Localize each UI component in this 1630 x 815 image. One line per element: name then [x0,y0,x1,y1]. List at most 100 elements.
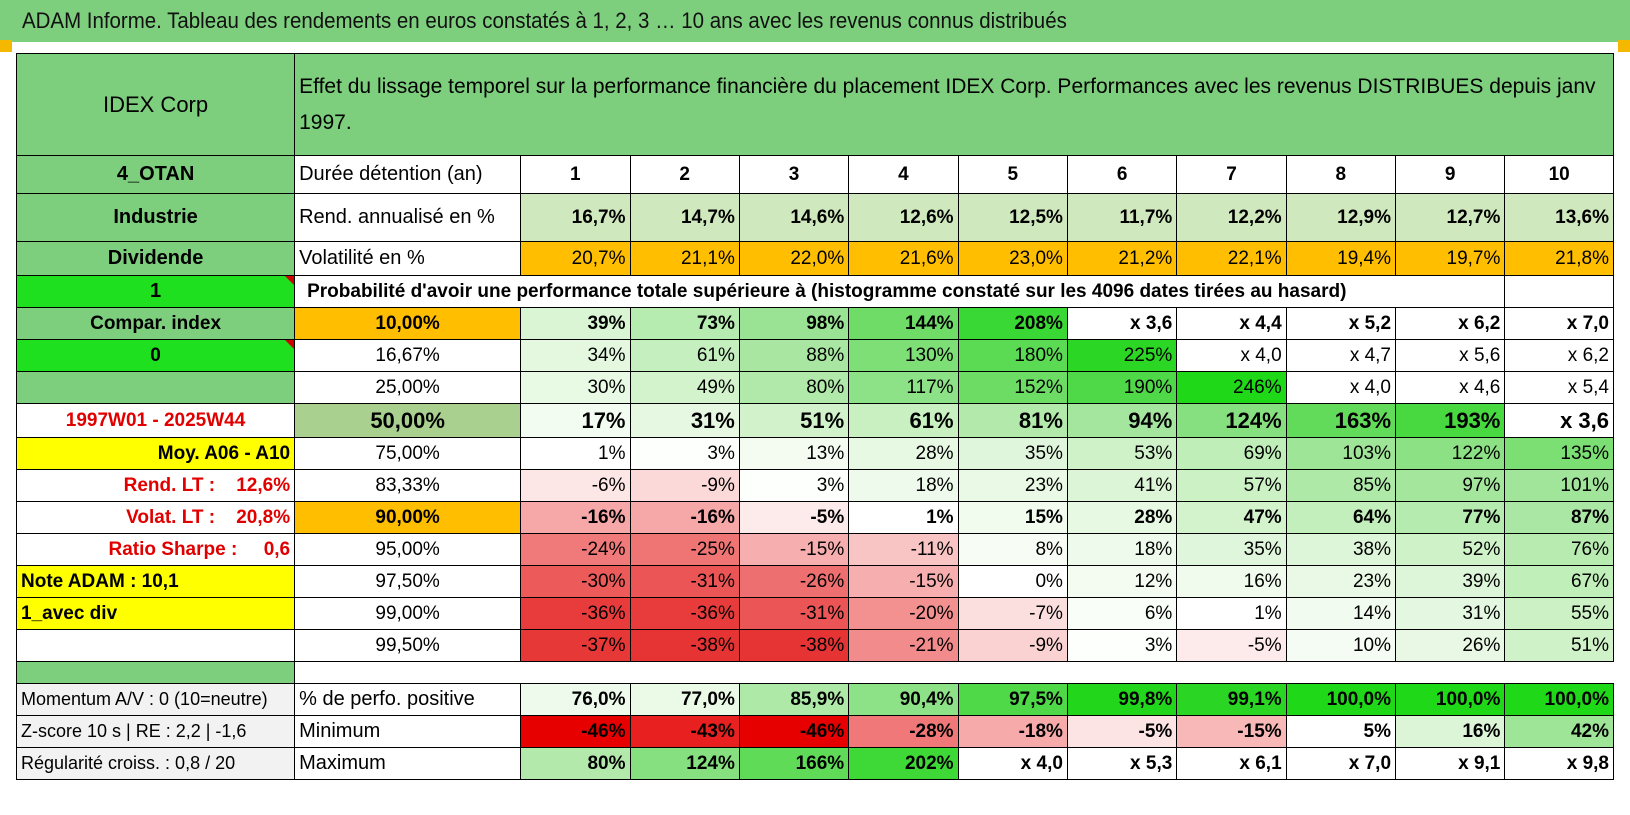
stats-metric: Minimum [294,715,522,748]
value-cell: -46% [520,715,631,748]
company-name: IDEX Corp [15,53,296,156]
report-title-bar: ADAM Informe. Tableau des rendements en … [0,0,1630,42]
row-label: Moy. A06 - A10 [15,437,296,470]
row-metric: Volatilité en % [294,241,522,276]
stats-metric: % de perfo. positive [294,683,522,716]
value-cell: 85% [1285,469,1397,502]
performance-table: IDEX Corp Effet du lissage temporel sur … [15,53,1614,780]
value-cell: 77,0% [629,683,740,716]
value-cell: -38% [738,629,850,662]
row-label [15,371,296,404]
value-cell: 19,4% [1285,241,1397,276]
value-cell: x 3,6 [1066,307,1178,340]
probability-row: Ratio Sharpe : 0,6 95,00% -24% -25% -15% -11%… [15,533,1614,566]
probability-row: Volat. LT : 20,8% 90,00% -16% -16% -5% 1% 15% 2… [15,501,1614,534]
value-cell: 10 [1504,155,1614,194]
value-cell: 28% [1066,501,1178,534]
value-cell: -7% [957,597,1068,630]
value-cell: 97% [1395,469,1506,502]
value-cell: 23% [957,469,1068,502]
probability-row: Rend. LT : 12,6% 83,33% -6% -9% 3% 18% 23% 41% 5… [15,469,1614,502]
value-cell: 14,6% [738,193,850,242]
empty-cell [1504,275,1614,308]
value-cell: -5% [1066,715,1178,748]
value-cell: -28% [848,715,959,748]
threshold-cell: 99,50% [294,629,522,662]
value-cell: 87% [1504,501,1614,534]
value-cell: 12,9% [1285,193,1397,242]
value-cell: 30% [520,371,631,404]
row-label: Rend. LT : 12,6% [15,469,296,502]
value-cell: 202% [848,747,959,780]
value-cell: -18% [957,715,1068,748]
value-cell: 163% [1285,403,1397,438]
value-cell: x 4,0 [1176,339,1287,372]
value-cell: 6 [1066,155,1178,194]
value-cell: 124% [629,747,740,780]
value-cell: 51% [1504,629,1614,662]
value-cell: 13,6% [1504,193,1614,242]
value-cell: -25% [629,533,740,566]
value-cell: -38% [629,629,740,662]
row-label: 1_avec div [15,597,296,630]
value-cell: 135% [1504,437,1614,470]
value-cell: 3 [738,155,850,194]
value-cell: -15% [1176,715,1287,748]
stats-metric: Maximum [294,747,522,780]
value-cell: 61% [848,403,959,438]
stats-row: Régularité croiss. : 0,8 / 20 Maximum 80% 1… [15,747,1614,780]
value-cell: 100,0% [1285,683,1397,716]
value-cell: 98% [738,307,850,340]
spacer-row [15,661,1614,684]
value-cell: -6% [520,469,631,502]
value-cell: -37% [520,629,631,662]
value-cell: 225% [1066,339,1178,372]
value-cell: 23,0% [957,241,1068,276]
value-cell: 31% [629,403,740,438]
value-cell: 21,1% [629,241,740,276]
stats-label: Z-score 10 s | RE : 2,2 | -1,6 [15,715,296,748]
value-cell: 12,7% [1395,193,1506,242]
value-cell: -5% [1176,629,1287,662]
threshold-cell: 16,67% [294,339,522,372]
value-cell: 39% [1395,565,1506,598]
probability-title: Probabilité d'avoir une performance tota… [294,275,1506,308]
value-cell: 21,6% [848,241,959,276]
row-label: 4_OTAN [15,155,296,194]
value-cell: 103% [1285,437,1397,470]
header-description: Effet du lissage temporel sur la perform… [294,53,1614,156]
value-cell: 15% [957,501,1068,534]
value-cell: 166% [738,747,850,780]
value-cell: 13% [738,437,850,470]
probability-row: 1997W01 - 2025W44 50,00% 17% 31% 51% 61% 81% 94… [15,403,1614,438]
value-cell: 8% [957,533,1068,566]
value-cell: 190% [1066,371,1178,404]
row-label: 0 [15,339,296,372]
value-cell: 5% [1285,715,1397,748]
value-cell: -46% [738,715,850,748]
row-label: 1997W01 - 2025W44 [15,403,296,438]
value-cell: 19,7% [1395,241,1506,276]
probability-row: 99,50% -37% -38% -38% -21% -9% 3% -5% 10% 26% 51% [15,629,1614,662]
value-cell: 122% [1395,437,1506,470]
value-cell: x 4,6 [1395,371,1506,404]
value-cell: 18% [1066,533,1178,566]
value-cell: 69% [1176,437,1287,470]
value-cell: 99,8% [1066,683,1178,716]
info-row: Dividende Volatilité en % 20,7% 21,1% 22,0% 2… [15,241,1614,276]
value-cell: 81% [957,403,1068,438]
probability-row: Note ADAM : 10,1 97,50% -30% -31% -26% -15% 0%… [15,565,1614,598]
performance-sheet: IDEX Corp Effet du lissage temporel sur … [15,53,1614,780]
value-cell: 14% [1285,597,1397,630]
value-cell: 8 [1285,155,1397,194]
value-cell: x 5,3 [1066,747,1178,780]
value-cell: 1 [520,155,631,194]
value-cell: 94% [1066,403,1178,438]
value-cell: 64% [1285,501,1397,534]
info-row: Industrie Rend. annualisé en % 16,7% 14,7% 1… [15,193,1614,242]
value-cell: 10% [1285,629,1397,662]
value-cell: 5 [957,155,1068,194]
value-cell: -9% [957,629,1068,662]
value-cell: x 4,4 [1176,307,1287,340]
row-label: Industrie [15,193,296,242]
